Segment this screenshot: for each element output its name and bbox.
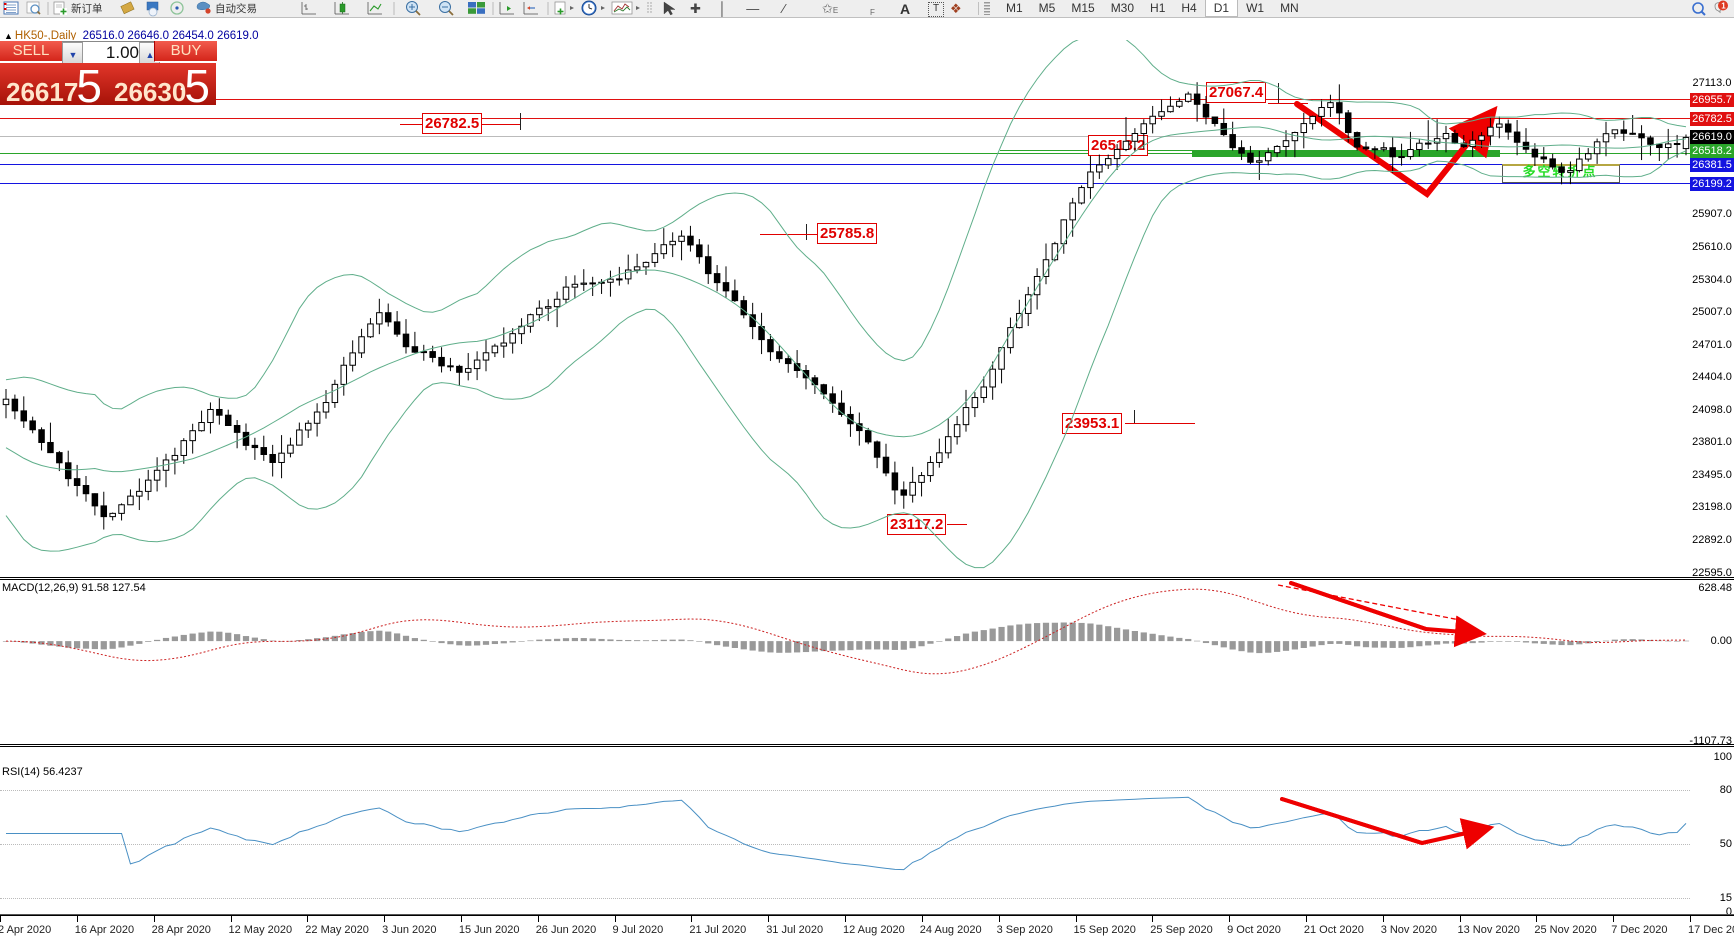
svg-text:1: 1 xyxy=(1721,2,1726,11)
